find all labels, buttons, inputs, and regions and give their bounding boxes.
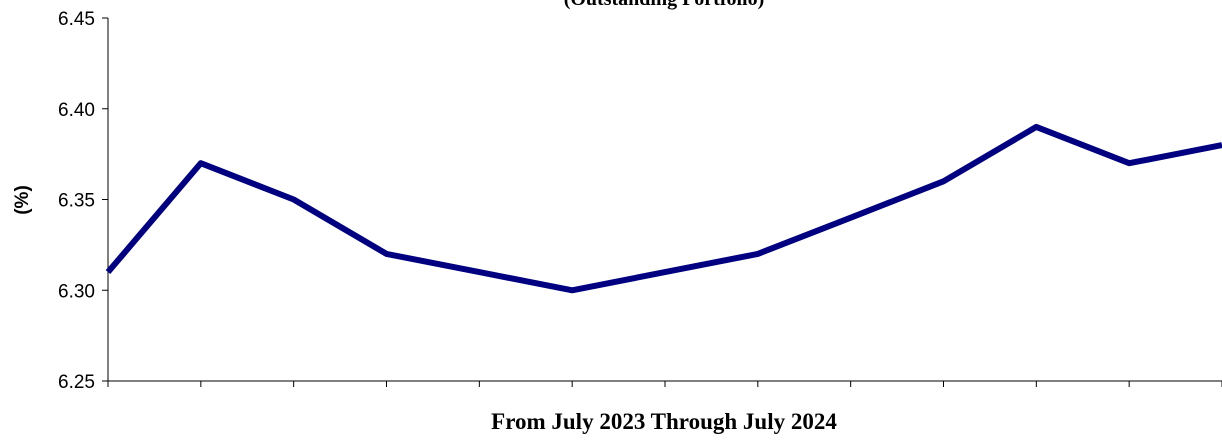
- y-tick-label: 6.30: [58, 281, 95, 302]
- plot-area: [105, 123, 1222, 294]
- y-axis-label: (%): [12, 185, 33, 215]
- y-tick-label: 6.25: [58, 372, 95, 393]
- y-tick-label: 6.35: [58, 191, 95, 212]
- y-tick-label: 6.45: [58, 9, 95, 30]
- series-line: [105, 123, 1222, 294]
- chart-title: (Outstanding Portfolio): [564, 0, 765, 10]
- x-axis-label: From July 2023 Through July 2024: [491, 409, 837, 434]
- y-tick-label: 6.40: [58, 100, 95, 121]
- axes: 6.25 6.30 6.35 6.40 6.45: [58, 9, 1222, 393]
